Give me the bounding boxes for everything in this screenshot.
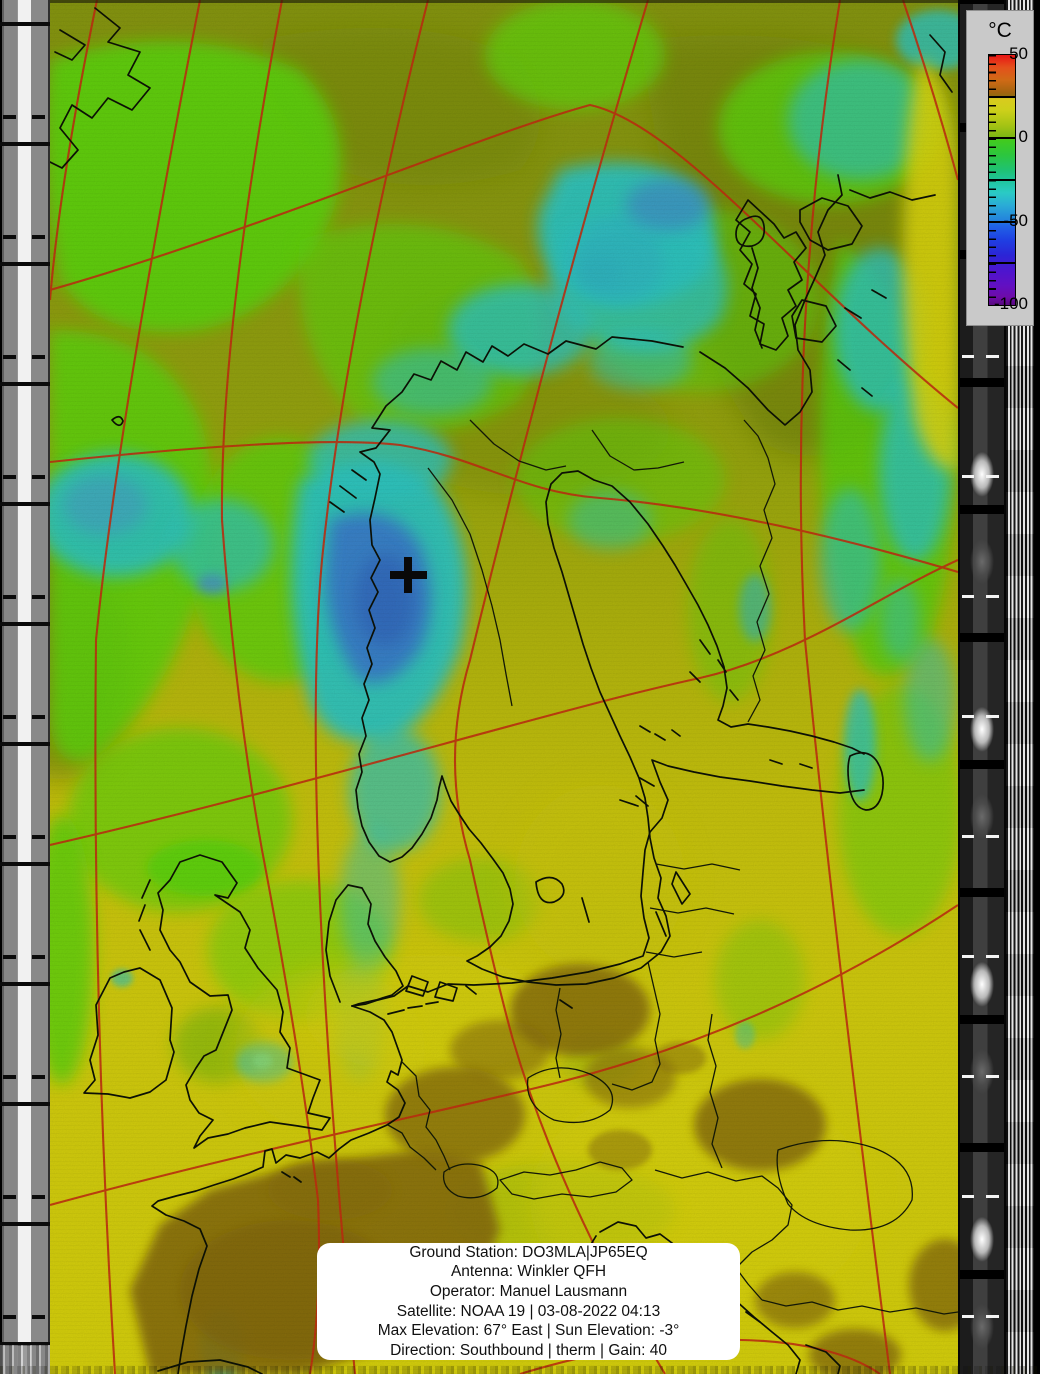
telemetry-wedge <box>960 514 1004 633</box>
tape-minute-marker <box>986 595 999 598</box>
minute-marker-full <box>0 1222 50 1226</box>
minute-marker-full <box>0 1342 50 1346</box>
telemetry-wedge <box>960 1151 1004 1270</box>
minute-marker-dashed <box>3 235 16 239</box>
capture-info-overlay: Ground Station: DO3MLA|JP65EQ Antenna: W… <box>317 1243 740 1360</box>
elevation-line: Max Elevation: 67° East | Sun Elevation:… <box>377 1322 680 1340</box>
colorbar-segment-line <box>989 262 1015 265</box>
minute-marker-full <box>0 742 50 746</box>
colorbar-label-minus100: -100 <box>993 294 1028 313</box>
minute-marker-dashed <box>3 1315 16 1319</box>
minute-marker-dashed <box>32 1315 45 1319</box>
minute-marker-dashed <box>32 715 45 719</box>
colorbar-segment-line <box>989 220 1015 223</box>
tape-minute-marker <box>962 475 974 478</box>
antenna-line: Antenna: Winkler QFH <box>450 1263 607 1281</box>
tape-minute-marker <box>986 715 999 718</box>
tape-minute-marker <box>962 835 974 838</box>
tape-minute-marker <box>962 715 974 718</box>
minute-marker-dashed <box>32 355 45 359</box>
minute-marker-full <box>0 502 50 506</box>
tape-minute-marker <box>962 1075 974 1078</box>
tape-separator <box>960 632 1004 642</box>
telemetry-wedge <box>960 386 1004 505</box>
tape-separator <box>960 0 1004 4</box>
telemetry-wedge <box>960 769 1004 888</box>
telemetry-wedge <box>960 641 1004 760</box>
tape-minute-marker <box>962 1315 974 1318</box>
direction-line: Direction: Southbound | therm | Gain: 40 <box>390 1341 667 1359</box>
telemetry-wedge <box>960 1024 1004 1143</box>
minute-marker-dashed <box>32 475 45 479</box>
minute-marker-full <box>0 622 50 626</box>
colorbar-segment-line <box>989 137 1015 140</box>
thermal-map <box>50 0 958 1374</box>
minute-marker-full <box>0 982 50 986</box>
colorbar-segment-line <box>989 95 1015 98</box>
image-bottom-noise <box>0 1366 1040 1374</box>
minute-marker-dashed <box>32 595 45 599</box>
ground-station-line: Ground Station: DO3MLA|JP65EQ <box>409 1243 648 1261</box>
minute-marker-dashed <box>3 475 16 479</box>
minute-marker-dashed <box>3 355 16 359</box>
tape-black-edge <box>1034 0 1040 1374</box>
minute-marker-full <box>0 862 50 866</box>
operator-line: Operator: Manuel Lausmann <box>429 1282 628 1300</box>
minute-marker-dashed <box>3 835 16 839</box>
minute-marker-dashed <box>3 955 16 959</box>
minute-marker-dashed <box>3 1195 16 1199</box>
minute-marker-full <box>0 142 50 146</box>
tape-minute-marker <box>986 1075 999 1078</box>
minute-marker-dashed <box>3 595 16 599</box>
telemetry-noise-left <box>0 1345 50 1374</box>
tape-minute-marker <box>986 835 999 838</box>
tape-separator <box>960 760 1004 769</box>
tape-minute-marker <box>962 1195 974 1198</box>
temperature-colorbar <box>988 54 1016 306</box>
minute-marker-full <box>0 382 50 386</box>
minute-marker-dashed <box>32 235 45 239</box>
telemetry-strip-left <box>0 0 50 1374</box>
minute-marker-full <box>0 1102 50 1106</box>
tape-minute-marker <box>986 1195 999 1198</box>
colorbar-segment-line <box>989 179 1015 181</box>
satellite-line: Satellite: NOAA 19 | 03-08-2022 04:13 <box>396 1302 661 1320</box>
minute-marker-dashed <box>32 835 45 839</box>
minute-marker-dashed <box>32 1075 45 1079</box>
tape-minute-marker <box>986 955 999 958</box>
tape-separator <box>960 505 1004 514</box>
tape-separator <box>960 377 1004 387</box>
tape-separator <box>960 887 1004 897</box>
minute-marker-full <box>0 22 50 26</box>
tape-separator <box>960 1142 1004 1152</box>
tape-minute-marker <box>986 355 999 358</box>
minute-marker-dashed <box>32 115 45 119</box>
colorbar-label-0: 0 <box>1018 127 1028 147</box>
minute-marker-dashed <box>32 955 45 959</box>
telemetry-wedge <box>960 1279 1004 1374</box>
legend-unit-label: °C <box>988 19 1012 42</box>
minute-marker-dashed <box>3 715 16 719</box>
tape-minute-marker <box>986 1315 999 1318</box>
map-grain <box>50 0 958 1374</box>
tape-separator <box>960 1015 1004 1024</box>
tape-minute-marker <box>962 955 974 958</box>
colorbar-label-50: 50 <box>1009 44 1028 63</box>
minute-marker-dashed <box>32 1195 45 1199</box>
minute-marker-dashed <box>3 115 16 119</box>
minute-marker-full <box>0 262 50 266</box>
colorbar-label-minus50: -50 <box>1003 210 1028 230</box>
temperature-legend: °C 50 0 -50 -100 <box>966 10 1034 326</box>
tape-minute-marker <box>962 355 974 358</box>
minute-marker-dashed <box>3 1075 16 1079</box>
tape-separator <box>960 1270 1004 1279</box>
tape-minute-marker <box>962 595 974 598</box>
tape-minute-marker <box>986 475 999 478</box>
